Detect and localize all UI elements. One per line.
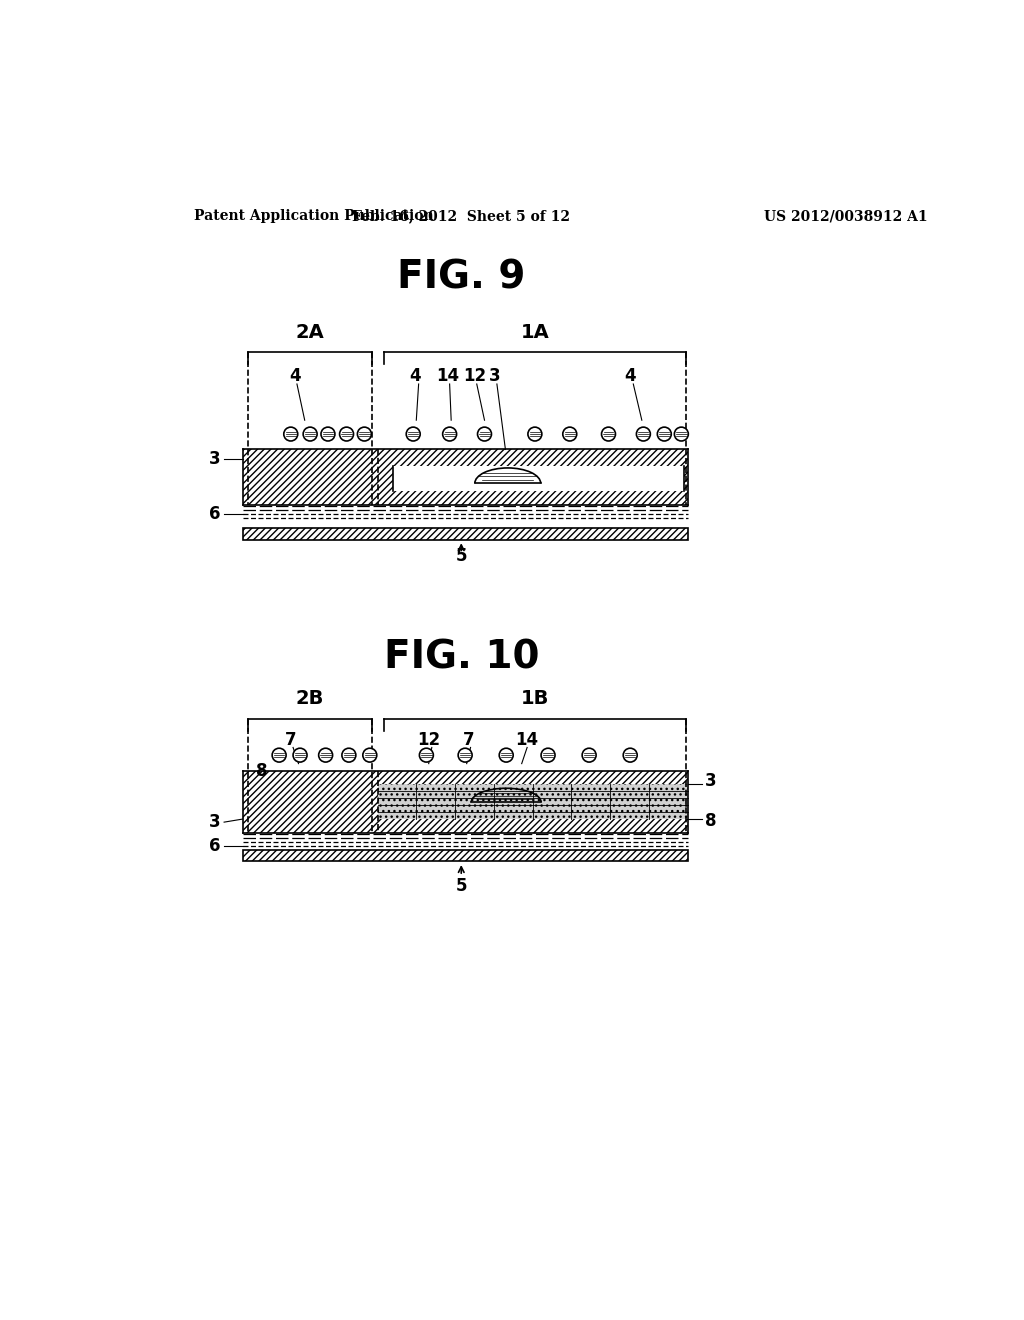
Text: 3: 3: [209, 450, 220, 467]
Circle shape: [272, 748, 286, 762]
Text: 4: 4: [409, 367, 421, 385]
Circle shape: [357, 428, 372, 441]
Text: 2A: 2A: [296, 322, 325, 342]
Text: 5: 5: [456, 548, 467, 565]
Text: Feb. 16, 2012  Sheet 5 of 12: Feb. 16, 2012 Sheet 5 of 12: [352, 209, 570, 223]
Text: FIG. 9: FIG. 9: [397, 259, 525, 297]
Text: 8: 8: [706, 812, 717, 829]
Circle shape: [657, 428, 672, 441]
Text: 12: 12: [463, 367, 486, 385]
Circle shape: [362, 748, 377, 762]
Bar: [378, 784, 687, 818]
Circle shape: [284, 428, 298, 441]
Text: 6: 6: [209, 837, 220, 855]
Circle shape: [477, 428, 492, 441]
Text: 2B: 2B: [296, 689, 325, 708]
Circle shape: [407, 428, 420, 441]
Text: 5: 5: [456, 876, 467, 895]
Bar: [243, 850, 687, 862]
Text: 3: 3: [209, 813, 220, 832]
Circle shape: [293, 748, 307, 762]
Text: 14: 14: [436, 367, 459, 385]
Bar: [243, 466, 393, 491]
Bar: [243, 818, 687, 833]
Circle shape: [563, 428, 577, 441]
Circle shape: [675, 428, 688, 441]
Circle shape: [624, 748, 637, 762]
Circle shape: [321, 428, 335, 441]
Bar: [243, 784, 378, 818]
Text: 3: 3: [705, 772, 717, 789]
Circle shape: [601, 428, 615, 441]
Circle shape: [583, 748, 596, 762]
Bar: [243, 449, 687, 466]
Text: 4: 4: [625, 367, 636, 385]
Text: FIG. 10: FIG. 10: [384, 639, 539, 676]
Bar: [243, 491, 687, 506]
Text: 1A: 1A: [520, 322, 549, 342]
Circle shape: [636, 428, 650, 441]
Text: US 2012/0038912 A1: US 2012/0038912 A1: [764, 209, 927, 223]
Text: 1B: 1B: [520, 689, 549, 708]
Bar: [243, 771, 687, 784]
Text: 6: 6: [209, 506, 220, 523]
Circle shape: [342, 748, 356, 762]
Bar: [243, 528, 687, 540]
Circle shape: [303, 428, 317, 441]
Circle shape: [458, 748, 472, 762]
Text: 4: 4: [289, 367, 300, 385]
Text: 8: 8: [256, 762, 267, 780]
Circle shape: [500, 748, 513, 762]
Text: 14: 14: [515, 731, 539, 748]
Circle shape: [318, 748, 333, 762]
Text: Patent Application Publication: Patent Application Publication: [194, 209, 433, 223]
Circle shape: [442, 428, 457, 441]
Circle shape: [340, 428, 353, 441]
Text: 7: 7: [463, 731, 475, 748]
Text: 7: 7: [285, 731, 297, 748]
Circle shape: [528, 428, 542, 441]
Text: 12: 12: [417, 731, 440, 748]
Circle shape: [420, 748, 433, 762]
Bar: [684, 466, 687, 491]
Circle shape: [541, 748, 555, 762]
Text: 3: 3: [488, 367, 501, 385]
